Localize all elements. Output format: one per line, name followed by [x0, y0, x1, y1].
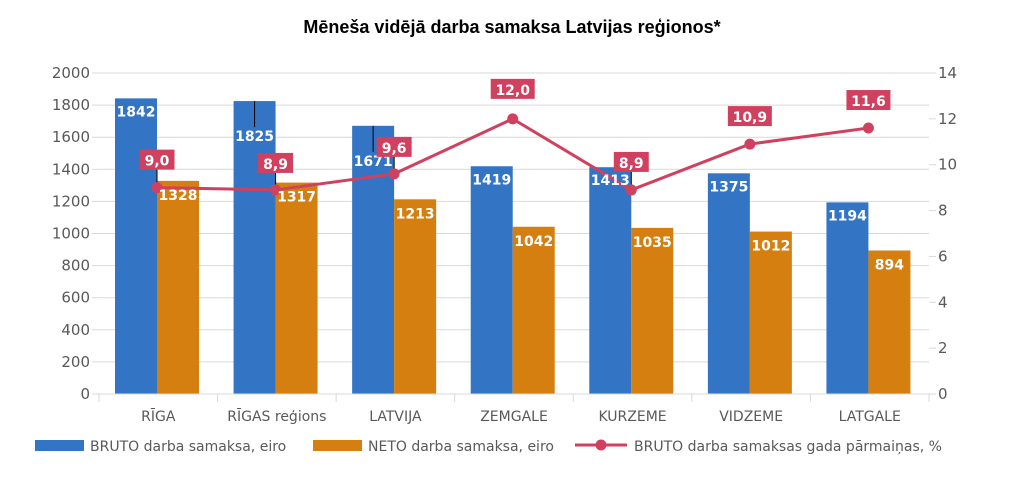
line-marker [625, 184, 637, 196]
chart-title: Mēneša vidējā darba samaksa Latvijas reģ… [303, 17, 721, 37]
category-label: ZEMGALE [480, 409, 548, 425]
category-label: RĪGA [141, 408, 176, 425]
category-label: RĪGAS reģions [227, 408, 326, 425]
right-tick-label: 12 [938, 110, 957, 128]
bar-neto-label: 1042 [514, 234, 553, 250]
bar-neto-label: 1035 [633, 235, 672, 251]
bar-neto-label: 1317 [277, 190, 316, 206]
bar-bruto-label: 1842 [117, 104, 156, 120]
legend-label-pct: BRUTO darba samaksas gada pārmaiņas, % [634, 439, 942, 455]
line-label: 9,6 [382, 141, 407, 157]
bar-bruto [589, 167, 632, 394]
left-tick-label: 1800 [52, 96, 90, 114]
bar-neto [631, 227, 674, 394]
right-tick-label: 8 [938, 202, 948, 220]
line-series [151, 113, 874, 196]
bars [115, 98, 911, 395]
category-label: LATVIJA [369, 409, 422, 425]
bar-bruto [233, 101, 276, 395]
legend-label-neto: NETO darba samaksa, eiro [368, 439, 554, 455]
line-label-box [613, 151, 649, 172]
bar-bruto [115, 98, 157, 394]
line-label-box [258, 152, 294, 173]
bar-neto-label: 894 [875, 258, 904, 274]
line-label: 8,9 [263, 157, 288, 173]
right-tick-label: 2 [938, 339, 948, 357]
line-label-box [139, 149, 175, 170]
left-tick-label: 1400 [52, 160, 90, 178]
left-tick-label: 0 [80, 385, 90, 403]
bar-bruto-label: 1194 [828, 208, 867, 224]
bar-bruto [826, 202, 869, 394]
line-label-box [846, 90, 891, 111]
line-marker [270, 184, 282, 196]
line-marker [388, 168, 400, 180]
line-label: 12,0 [495, 83, 530, 99]
category-label: KURZEME [599, 409, 667, 425]
line-marker [744, 138, 756, 150]
bar-bruto [707, 173, 750, 394]
line-label: 11,6 [851, 94, 886, 110]
line-label-box [376, 136, 412, 157]
left-tick-label: 600 [61, 289, 90, 307]
bar-bruto [352, 125, 395, 394]
left-tick-label: 800 [61, 257, 90, 275]
left-tick-label: 1000 [52, 225, 90, 243]
line-label: 10,9 [733, 110, 768, 126]
line-marker [862, 122, 874, 134]
legend-swatch-bruto [35, 440, 84, 451]
legend: BRUTO darba samaksa, eiro NETO darba sama… [35, 439, 942, 455]
line-marker [507, 113, 519, 125]
bar-bruto [470, 166, 513, 394]
right-tick-label: 0 [938, 385, 948, 403]
bar-neto [157, 180, 199, 394]
line-label-box [727, 106, 772, 127]
legend-swatch-neto [313, 440, 362, 451]
category-label: VIDZEME [719, 409, 783, 425]
line-label: 8,9 [619, 156, 644, 172]
left-tick-label: 200 [61, 353, 90, 371]
bar-bruto-label: 1671 [354, 154, 393, 170]
bar-neto [868, 250, 911, 394]
category-label: LATGALE [839, 409, 901, 425]
line-label: 9,0 [145, 154, 170, 170]
bar-neto-label: 1213 [396, 206, 435, 222]
bar-bruto-label: 1419 [472, 172, 511, 188]
line-marker [151, 182, 163, 194]
left-tick-label: 1600 [52, 128, 90, 146]
right-tick-label: 4 [938, 293, 948, 311]
bar-neto [512, 226, 555, 394]
line-label-box [490, 78, 535, 99]
bar-neto [275, 182, 318, 394]
bar-neto [394, 199, 437, 394]
axes: 0 200 400 600 800 1000 1200 1400 1600 1800 2000 0 2 4… [52, 64, 957, 425]
bar-bruto-label: 1413 [591, 173, 630, 189]
legend-label-bruto: BRUTO darba samaksa, eiro [90, 439, 286, 455]
right-tick-label: 14 [938, 64, 957, 82]
bar-bruto-label: 1825 [235, 129, 274, 145]
data-labels: 1842 1328 1825 1317 1671 1213 1419 1042 1413 1035… [117, 78, 904, 274]
legend-marker-pct [595, 439, 607, 451]
left-tick-label: 2000 [52, 64, 90, 82]
bar-bruto-label: 1375 [709, 179, 748, 195]
leader-lines [156, 101, 632, 186]
right-tick-label: 6 [938, 247, 948, 265]
left-tick-label: 1200 [52, 192, 90, 210]
bar-neto-label: 1328 [159, 188, 198, 204]
bar-neto [749, 231, 792, 394]
left-tick-label: 400 [61, 321, 90, 339]
right-tick-label: 10 [938, 156, 957, 174]
bar-neto-label: 1012 [751, 239, 790, 255]
